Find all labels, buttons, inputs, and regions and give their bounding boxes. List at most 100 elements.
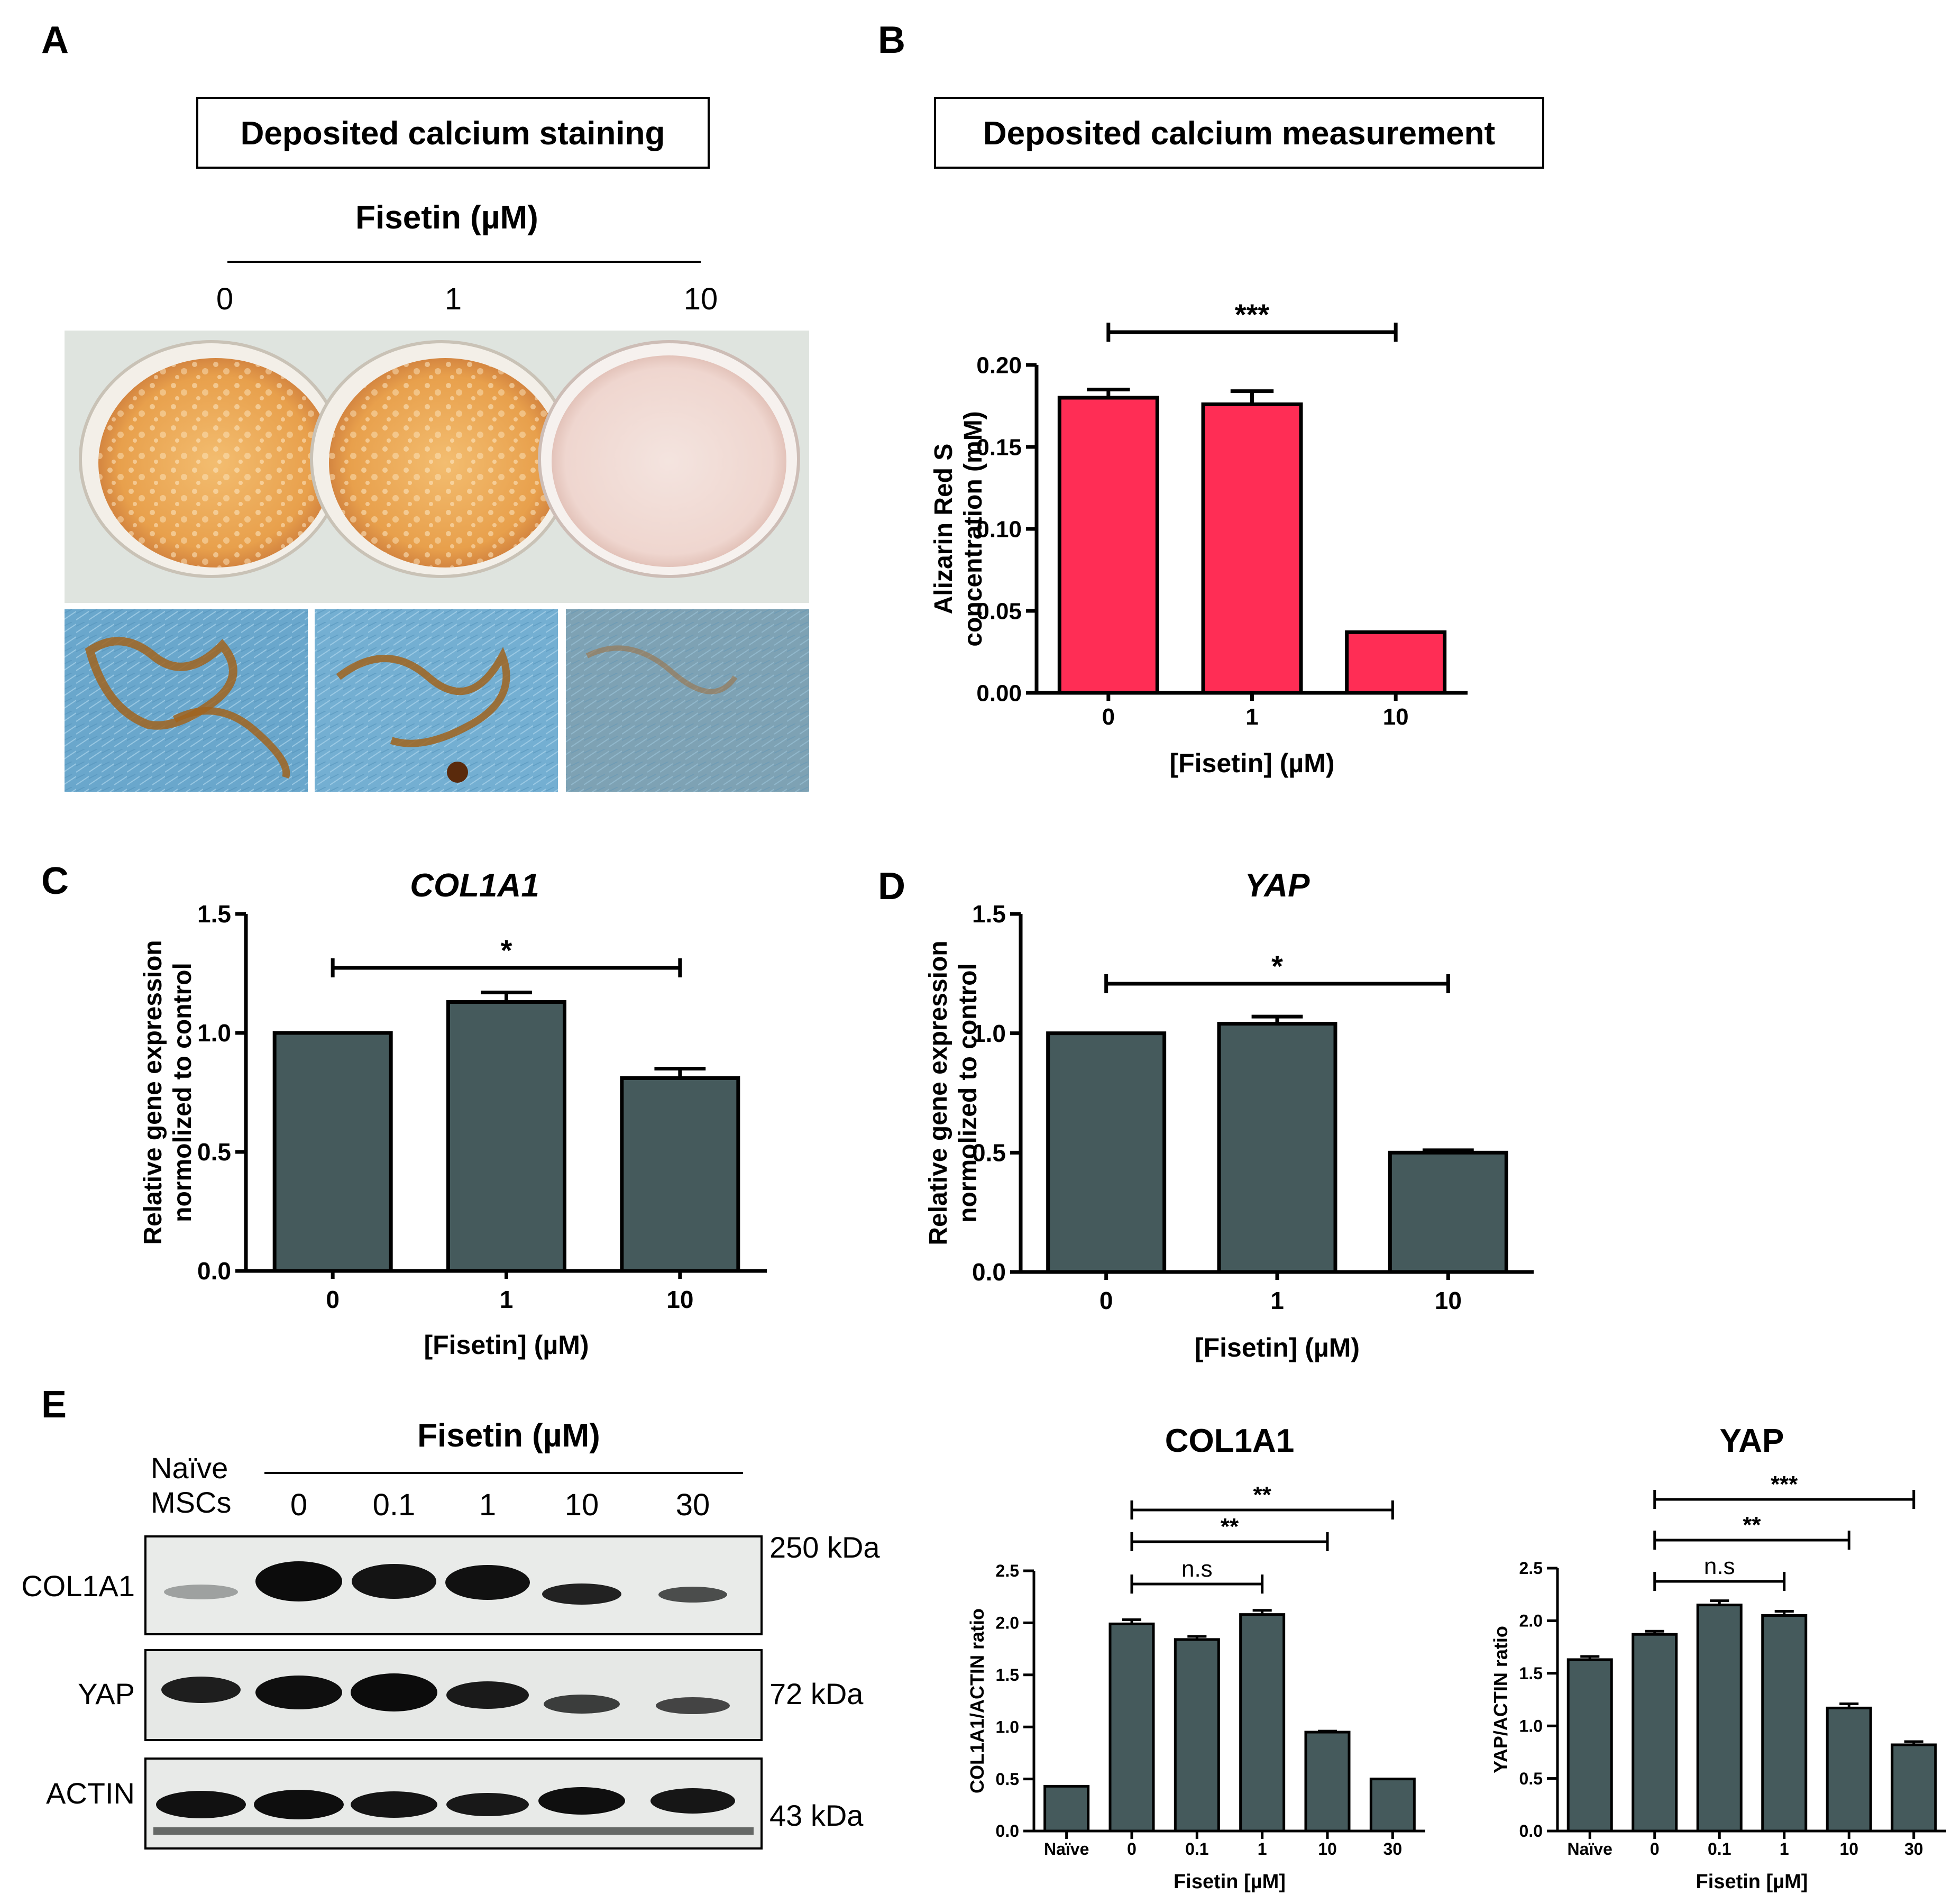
band-col1a1-30 [658,1587,727,1603]
band-col1a1-10 [542,1583,621,1605]
panel-label-a: A [41,19,69,61]
chart-b: 0.00 0.05 0.10 0.15 0.20 0 1 10 [Fisetin] (µM) Al… [930,298,1468,778]
chart-c-xlabel: [Fisetin] (µM) [424,1330,589,1360]
band-col1a1-0 [255,1561,342,1601]
micro-1-deposit [336,647,510,747]
chart-e1-bar-1 [1108,1622,1155,1833]
chart-b-ytick-label-2: 0.10 [976,516,1022,542]
chart-c-bar-1 [446,1000,566,1273]
blot-mw-yap: 72 kDa [769,1677,864,1710]
chart-e2-xtick-label-5: 30 [1904,1839,1923,1859]
blot-lane-0.1: 0.1 [373,1488,416,1522]
panel-a-dose-1: 1 [445,282,462,316]
chart-e2-sig-label-1: ** [1743,1512,1761,1538]
chart-e1-ytick-label-5: 2.5 [996,1561,1019,1580]
chart-e1-ytick-label-4: 2.0 [996,1614,1019,1633]
band-actin-lower [153,1827,754,1835]
chart-c-bar-2 [620,1076,740,1273]
band-col1a1-naive [164,1585,238,1599]
chart-d-xlabel: [Fisetin] (µM) [1195,1333,1360,1362]
chart-d-ylabel-0: Relative gene expression [924,940,952,1245]
chart-e1-xtick-label-5: 30 [1383,1839,1403,1859]
chart-e1-ytick-label-2: 1.0 [996,1717,1019,1736]
panel-a-title-box [196,97,710,169]
band-actin-naive [156,1791,246,1818]
chart-b-xlabel: [Fisetin] (µM) [1169,748,1334,778]
chart-c-xtick-label-1: 1 [500,1286,514,1313]
chart-d-bar-1 [1217,1022,1337,1274]
chart-c-xtick-label-0: 0 [326,1286,340,1313]
blot-row-label-yap: YAP [78,1677,135,1710]
chart-e2-xtick-label-0: Naïve [1568,1839,1612,1859]
chart-b-ylabel-1: concentration (mM) [959,411,987,646]
chart-e2-sig-label-2: *** [1771,1471,1798,1497]
chart-e2-ytick-label-3: 1.5 [1519,1664,1543,1683]
chart-e2-xtick-label-2: 0.1 [1708,1839,1731,1859]
dish-1-texture [329,358,562,567]
chart-c-ytick-label-3: 1.5 [197,900,231,928]
band-actin-30 [650,1788,735,1814]
chart-e2-xlabel: Fisetin [µM] [1696,1871,1808,1893]
chart-e2-bar-3 [1761,1614,1808,1833]
blot-strip-yap [144,1649,763,1741]
chart-b-xtick-label-2: 10 [1383,704,1409,730]
dish-photo [65,331,809,603]
blot-lane-0: 0 [290,1488,307,1522]
chart-c: COL1A1 0.0 0.5 1.0 1.5 0 1 10 [Fisetin] (µM) Rela… [139,867,767,1360]
chart-e1-xtick-label-0: Naïve [1044,1839,1089,1859]
chart-c-ytick-label-0: 0.0 [197,1257,231,1285]
chart-e1-ytick-label-1: 0.5 [996,1770,1019,1789]
blot-lane-1: 1 [479,1488,496,1522]
chart-c-ylabel-0: Relative gene expression [139,940,167,1244]
micro-0-texture [65,609,308,792]
chart-e1-bar-3 [1239,1613,1286,1833]
micro-1-texture [315,609,558,792]
chart-e1-bar-4 [1304,1731,1351,1833]
microscopy-insets [65,609,809,792]
chart-e1-bar-0 [1043,1784,1090,1833]
panel-a-dose-0: 0 [216,282,233,316]
chart-e1-bar-5 [1369,1778,1416,1833]
chart-b-sig-label-0: *** [1235,298,1270,331]
chart-d-sig-label-0: * [1271,949,1283,983]
chart-c-bar-0 [272,1031,393,1273]
blot-mw-actin: 43 kDa [769,1799,864,1832]
chart-e2-ytick-label-1: 0.5 [1519,1769,1543,1788]
chart-e1-xlabel: Fisetin [µM] [1174,1871,1286,1893]
chart-e1-sig-label-2: ** [1253,1482,1272,1508]
chart-e2-title: YAP [1720,1423,1784,1459]
blot-lane-10: 10 [565,1488,599,1522]
panel-a: Deposited calcium staining Fisetin (µM) … [65,97,809,792]
panel-label-b: B [878,19,905,61]
chart-e2-bar-1 [1632,1633,1678,1833]
chart-e1-xtick-label-3: 1 [1258,1839,1267,1859]
band-yap-30 [656,1697,730,1714]
chart-d: YAP 0.0 0.5 1.0 1.5 0 1 10 [Fisetin] (µM) Relativ… [924,867,1534,1362]
chart-e1-ylabel-0: COL1A1/ACTIN ratio [966,1608,988,1793]
chart-c-xtick-label-2: 10 [666,1286,693,1313]
chart-e1-ytick-label-3: 1.5 [996,1665,1019,1685]
blot-row-label-actin: ACTIN [46,1777,135,1810]
chart-e2-ytick-label-2: 1.0 [1519,1716,1543,1735]
chart-b-xtick-label-0: 0 [1102,704,1115,730]
chart-b-xtick-label-1: 1 [1245,704,1258,730]
band-actin-0.1 [351,1791,437,1818]
chart-d-ylabel-1: normolized to control [954,963,982,1223]
blot-lane-30: 30 [676,1488,710,1522]
panel-label-c: C [41,860,69,902]
chart-e2-ytick-label-5: 2.5 [1519,1559,1543,1578]
chart-d-xtick-label-1: 1 [1270,1287,1284,1314]
band-yap-0.1 [351,1673,437,1711]
chart-e2-bar-0 [1566,1658,1613,1833]
chart-e-col1a1: COL1A1 0.0 0.5 1.0 1.5 2.0 2.5 Naïve 0 0.1 1 10 30 Fi… [966,1423,1425,1893]
chart-b-bar-1 [1201,402,1303,695]
band-actin-1 [446,1793,529,1816]
chart-d-ytick-label-0: 0.0 [972,1258,1006,1286]
chart-e1-sig-label-0: n.s [1181,1556,1213,1582]
chart-e1-xtick-label-4: 10 [1318,1839,1337,1859]
chart-b-ytick-label-0: 0.00 [976,680,1022,706]
chart-d-ytick-label-2: 1.0 [972,1020,1006,1047]
band-yap-10 [544,1695,620,1714]
band-yap-1 [446,1681,529,1709]
